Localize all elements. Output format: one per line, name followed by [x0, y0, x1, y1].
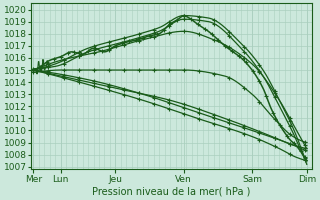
X-axis label: Pression niveau de la mer( hPa ): Pression niveau de la mer( hPa ) — [92, 187, 251, 197]
